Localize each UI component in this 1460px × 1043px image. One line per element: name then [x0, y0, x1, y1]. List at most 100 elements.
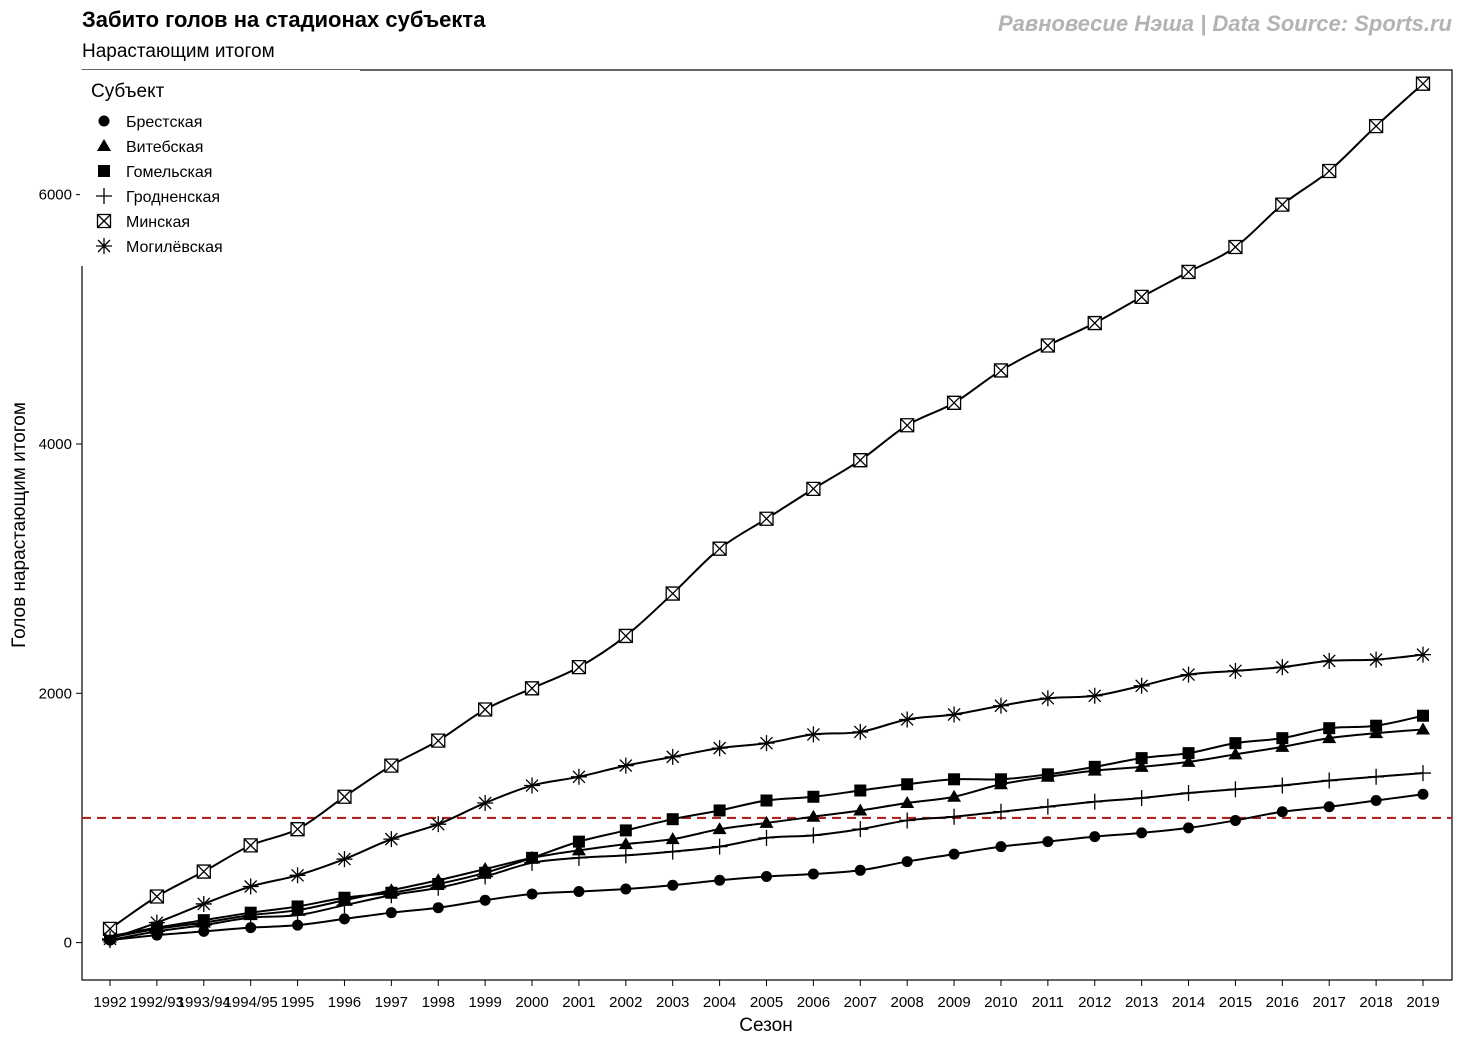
data-point	[430, 879, 447, 896]
x-tick-label: 1998	[422, 994, 455, 1011]
series-5	[102, 76, 1431, 937]
data-point	[1417, 709, 1429, 722]
x-tick-label: 2012	[1078, 994, 1111, 1011]
legend-background	[80, 70, 360, 266]
data-point	[383, 887, 400, 904]
data-point	[853, 453, 868, 468]
legend-item-3: Гомельская	[98, 164, 212, 181]
data-point	[524, 681, 540, 696]
x-tick-label: 2018	[1359, 994, 1392, 1011]
data-point	[946, 808, 963, 825]
legend-label: Минская	[126, 214, 190, 231]
data-point	[1039, 690, 1056, 707]
data-point	[1370, 794, 1382, 806]
x-tick-label: 2008	[890, 994, 923, 1011]
data-point	[665, 586, 680, 601]
data-point	[1135, 752, 1148, 765]
x-tick-label: 2017	[1313, 994, 1346, 1011]
legend-item-4: Гродненская	[96, 188, 220, 206]
data-point	[805, 827, 822, 844]
x-tick-label: 2010	[984, 994, 1017, 1011]
x-tick-label: 1992/93	[130, 994, 184, 1011]
data-point	[852, 723, 869, 740]
data-point	[1323, 722, 1336, 735]
data-point	[1370, 719, 1383, 732]
data-point	[289, 907, 306, 924]
data-point	[664, 843, 681, 860]
data-point	[242, 878, 259, 895]
series-1	[104, 788, 1429, 946]
data-point	[948, 773, 961, 786]
data-point	[994, 773, 1007, 786]
data-point	[993, 363, 1009, 378]
data-point	[1133, 790, 1150, 806]
data-point	[1323, 801, 1335, 813]
data-point	[1228, 239, 1243, 255]
data-point	[992, 697, 1009, 714]
data-point	[336, 897, 353, 914]
data-point	[1088, 760, 1101, 773]
data-point	[899, 711, 916, 728]
x-tick-label: 2011	[1032, 994, 1064, 1011]
data-point	[901, 778, 914, 791]
data-point	[992, 803, 1009, 820]
legend-item-6: Могилёвская	[96, 238, 223, 256]
data-point	[619, 824, 632, 837]
data-point	[479, 894, 491, 906]
data-point	[383, 831, 400, 848]
data-point	[477, 868, 494, 885]
chart-subtitle: Нарастающим итогом	[82, 41, 275, 62]
data-point	[1086, 793, 1103, 810]
legend-label: Брестская	[126, 114, 202, 131]
x-tick-label: 1999	[468, 994, 501, 1011]
legend-key	[97, 139, 111, 151]
data-point	[759, 511, 774, 526]
data-point	[711, 838, 728, 855]
data-point	[1274, 777, 1291, 794]
data-point	[1369, 726, 1384, 739]
legend-key	[96, 238, 112, 254]
data-point	[1322, 731, 1337, 744]
data-point	[714, 874, 726, 886]
data-point	[432, 902, 444, 914]
data-point	[667, 879, 679, 891]
data-point	[195, 895, 212, 912]
series-3	[104, 709, 1429, 943]
legend-label: Витебская	[126, 139, 203, 156]
data-point	[713, 804, 726, 817]
y-tick-label: 6000	[39, 187, 72, 204]
data-point	[807, 868, 819, 880]
data-point	[570, 849, 587, 866]
data-point	[477, 702, 493, 717]
x-tick-label: 1992	[93, 994, 126, 1011]
legend-key	[96, 213, 112, 229]
data-point	[664, 748, 681, 765]
data-point	[149, 889, 165, 904]
x-axis-title: Сезон	[739, 1015, 792, 1036]
data-point	[807, 790, 820, 803]
data-point	[666, 813, 679, 826]
data-point	[758, 735, 775, 752]
x-tick-label: 1994/95	[224, 994, 278, 1011]
data-point	[477, 794, 494, 811]
legend-key	[96, 188, 112, 204]
x-tick-label: 2007	[844, 994, 877, 1011]
x-tick-label: 2019	[1406, 994, 1439, 1011]
x-tick-label: 2014	[1172, 994, 1205, 1011]
data-point	[761, 871, 772, 883]
data-point	[245, 922, 257, 934]
x-tick-label: 2002	[609, 994, 642, 1011]
data-point	[1368, 118, 1384, 134]
data-point	[290, 822, 305, 837]
x-tick-label: 1997	[375, 994, 408, 1011]
data-point	[1321, 772, 1338, 789]
data-point	[617, 757, 634, 774]
data-point	[1415, 76, 1431, 91]
legend-label: Гомельская	[126, 164, 212, 181]
data-point	[1417, 788, 1429, 800]
legend-key	[98, 115, 110, 127]
data-point	[1182, 747, 1195, 760]
data-point	[1086, 687, 1103, 704]
x-tick-label: 2005	[750, 994, 783, 1011]
